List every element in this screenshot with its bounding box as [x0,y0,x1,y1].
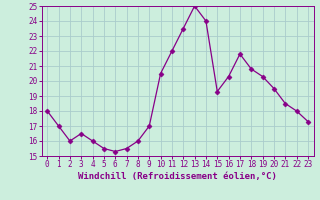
X-axis label: Windchill (Refroidissement éolien,°C): Windchill (Refroidissement éolien,°C) [78,172,277,181]
